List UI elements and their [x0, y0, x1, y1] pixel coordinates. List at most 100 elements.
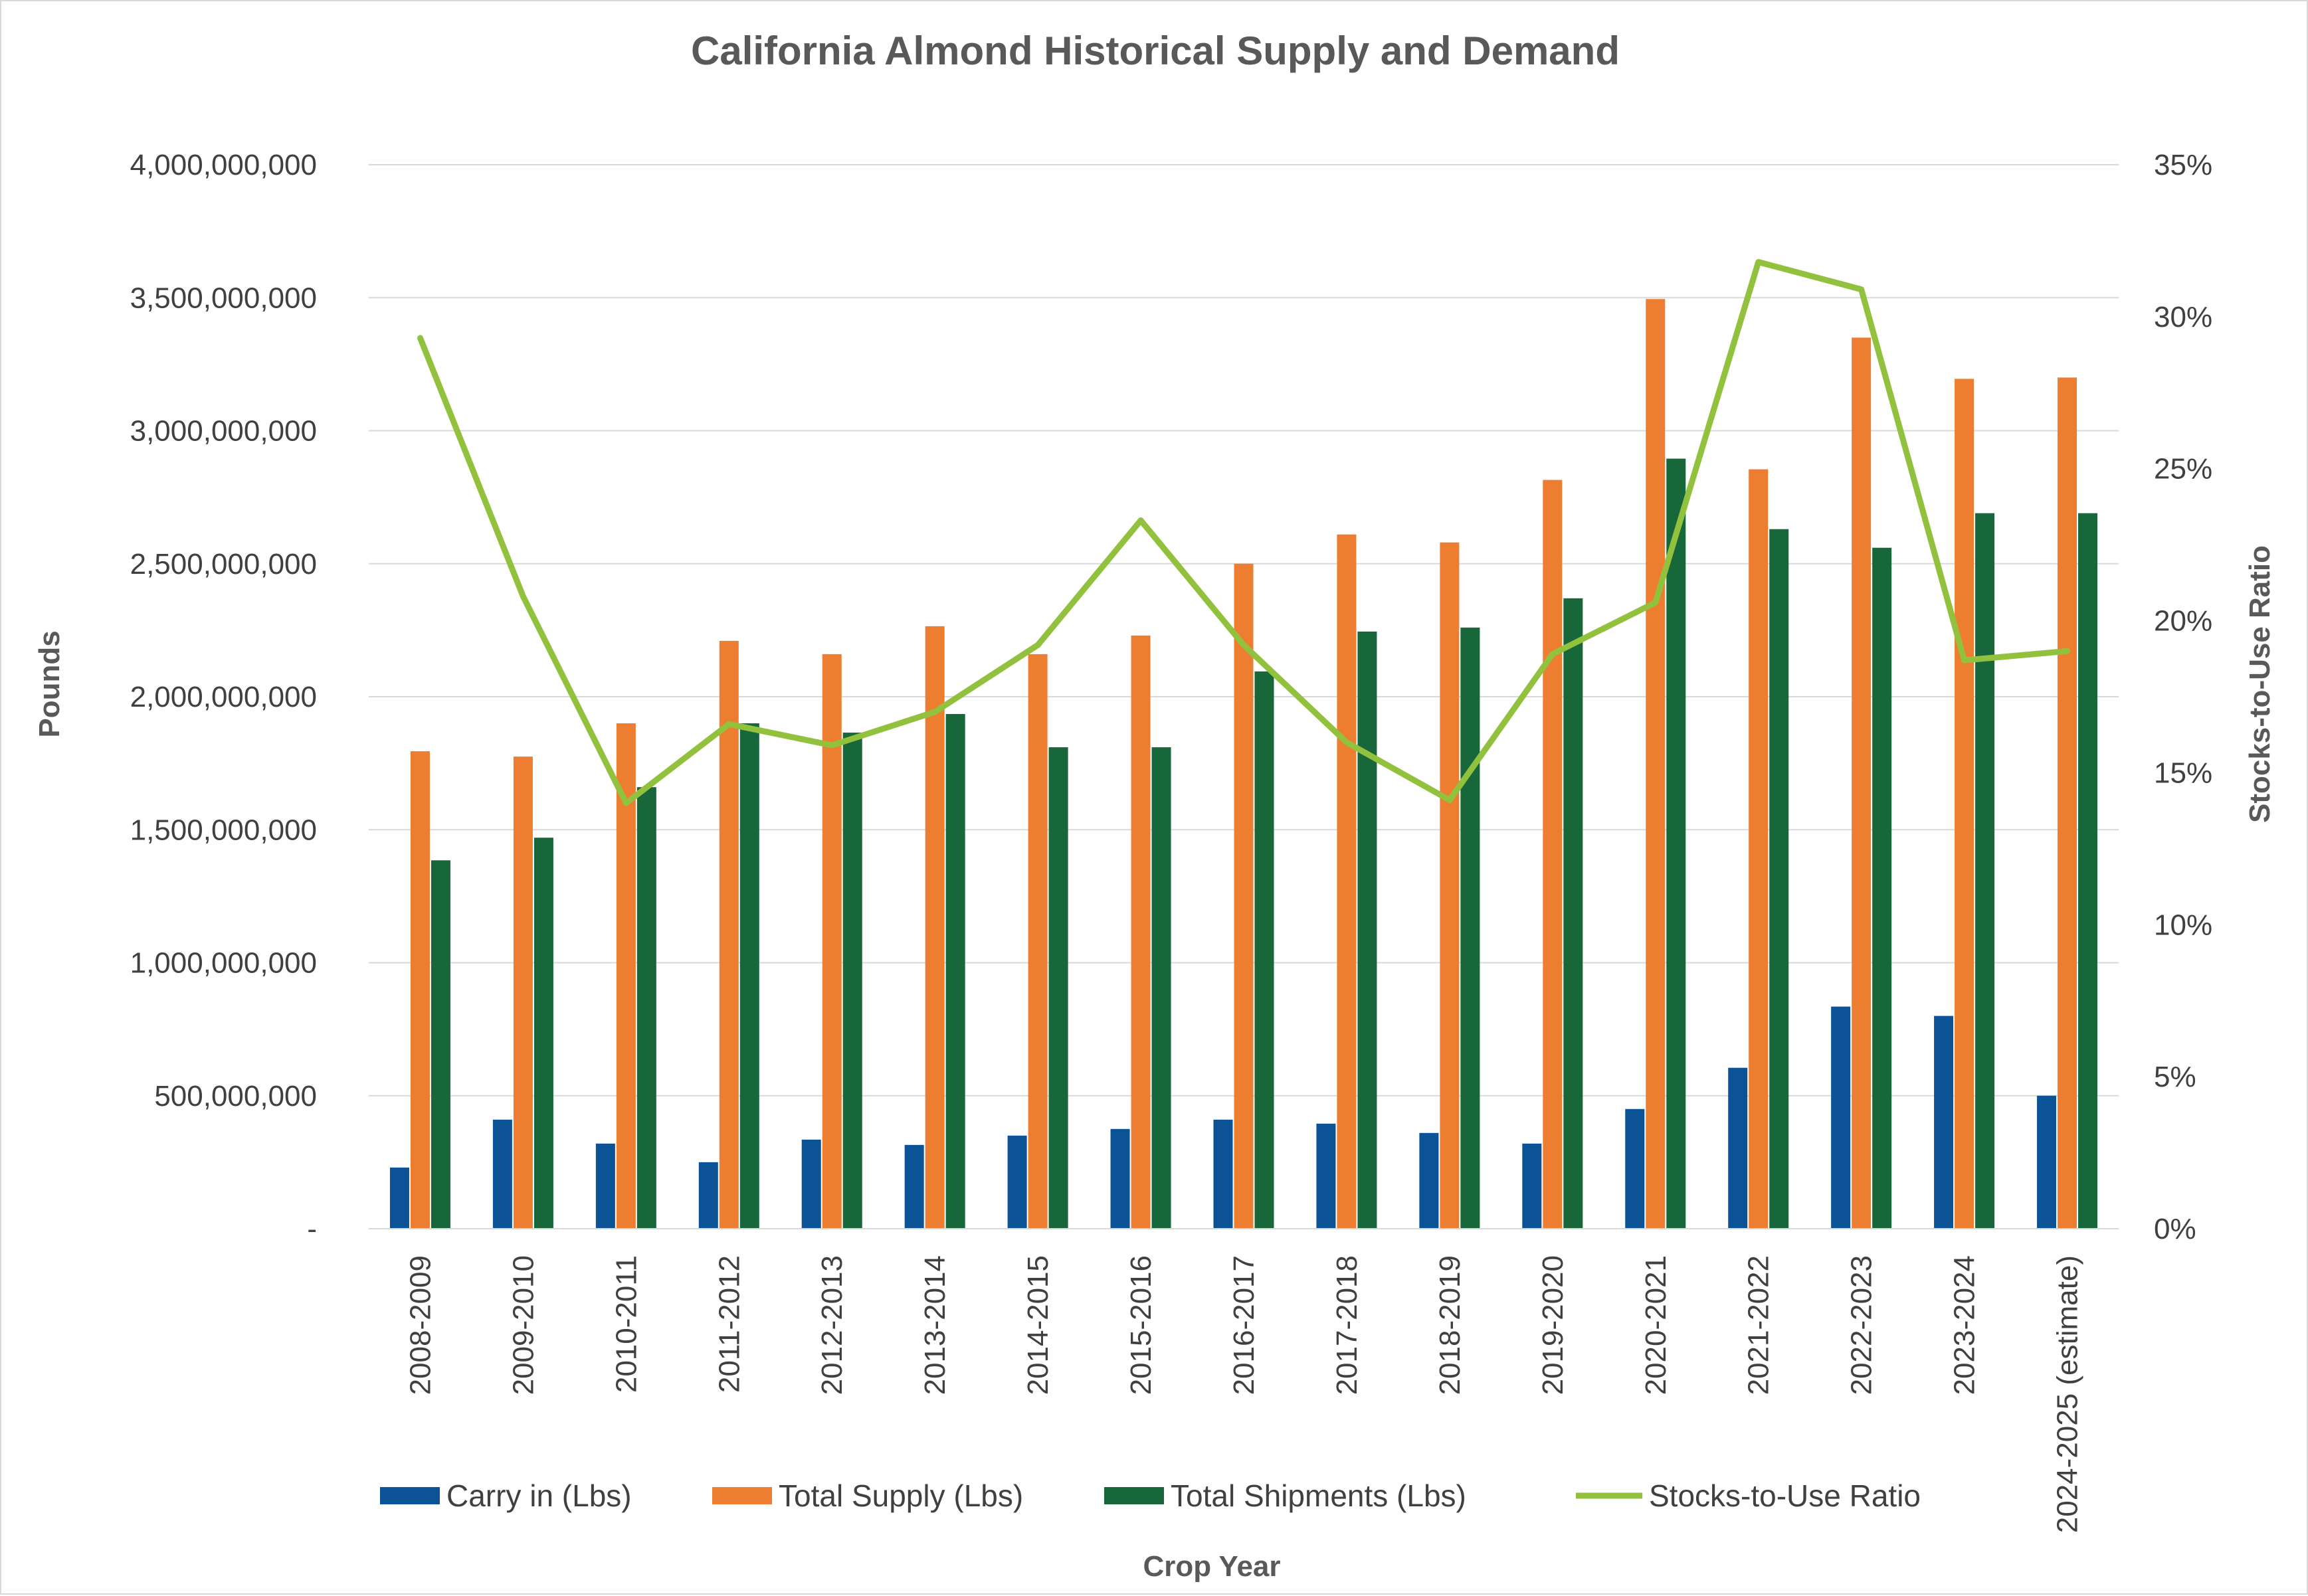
y-tick-label: 2,500,000,000 [130, 548, 317, 580]
x-tick-label: 2011-2012 [713, 1255, 745, 1393]
line-point [1655, 602, 1656, 603]
bar [2058, 377, 2077, 1229]
bar [1254, 671, 1274, 1229]
ratio-line-layer [417, 259, 2070, 806]
bar [1666, 458, 1686, 1229]
legend-label: Total Shipments (Lbs) [1171, 1478, 1466, 1513]
bar [636, 787, 656, 1229]
y2-tick-label: 15% [2154, 756, 2212, 789]
x-tick-label: 2009-2010 [507, 1255, 539, 1395]
x-tick-label: 2024-2025 (estimate) [2052, 1255, 2084, 1533]
bar [904, 1144, 924, 1229]
y-tick-label: 2,000,000,000 [130, 681, 317, 713]
bar [1440, 542, 1460, 1229]
x-axis-title: Crop Year [1143, 1550, 1280, 1583]
bar [1337, 534, 1357, 1229]
bar [1646, 299, 1666, 1229]
x-tick-label: 2022-2023 [1846, 1255, 1878, 1395]
y2-tick-label: 10% [2154, 909, 2212, 941]
bar [1749, 469, 1769, 1229]
x-tick-label: 2023-2024 [1949, 1255, 1981, 1395]
y2-tick-label: 0% [2154, 1213, 2196, 1245]
x-tick-label: 2013-2014 [919, 1255, 951, 1395]
bar [1934, 1016, 1954, 1229]
line-point [419, 337, 421, 339]
legend-label: Carry in (Lbs) [446, 1478, 632, 1513]
bar [925, 626, 945, 1229]
x-tick-label: 2020-2021 [1640, 1255, 1672, 1395]
x-tick-label: 2012-2013 [816, 1255, 848, 1395]
bar [1316, 1123, 1336, 1229]
bar [1728, 1067, 1748, 1229]
y-tick-label: 4,000,000,000 [130, 149, 317, 181]
bar [431, 860, 450, 1229]
bar [1131, 635, 1151, 1229]
y-tick-label: 500,000,000 [154, 1080, 317, 1112]
x-tick-label: 2019-2020 [1537, 1255, 1569, 1395]
bar [1625, 1108, 1645, 1229]
y2-tick-label: 30% [2154, 301, 2212, 333]
x-tick-label: 2018-2019 [1434, 1255, 1466, 1395]
y-tick-label: 1,000,000,000 [130, 947, 317, 980]
bar [1357, 631, 1377, 1229]
legend-swatch [1104, 1487, 1164, 1504]
chart-title: California Almond Historical Supply and … [691, 29, 1620, 73]
bar [1769, 529, 1789, 1229]
y-tick-label: 3,500,000,000 [130, 282, 317, 314]
legend-label: Total Supply (Lbs) [779, 1478, 1023, 1513]
bar [698, 1162, 718, 1229]
y2-axis-title: Stocks-to-Use Ratio [2244, 545, 2276, 823]
bar [945, 714, 965, 1229]
legend-label: Stocks-to-Use Ratio [1649, 1478, 1921, 1513]
bar [2078, 513, 2098, 1229]
bar [1563, 598, 1583, 1229]
bars [389, 299, 2098, 1229]
bar [1028, 654, 1048, 1229]
x-tick-label: 2010-2011 [610, 1255, 642, 1393]
bar [595, 1143, 615, 1229]
bar [822, 654, 842, 1229]
y-axis-title: Pounds [33, 630, 66, 737]
x-tick-label: 2017-2018 [1331, 1255, 1363, 1395]
bar [1460, 627, 1480, 1229]
bar [389, 1167, 409, 1229]
y-tick-label: 3,000,000,000 [130, 415, 317, 448]
y2-tick-label: 35% [2154, 149, 2212, 181]
y2-tick-label: 5% [2154, 1061, 2196, 1093]
x-tick-label: 2014-2015 [1022, 1255, 1054, 1395]
bar [533, 838, 553, 1229]
legend: Carry in (Lbs) Total Supply (Lbs) Total Sh… [380, 1478, 1921, 1513]
bar [1955, 379, 1974, 1229]
line-point [1346, 742, 1347, 743]
bar [1975, 513, 1995, 1229]
bar [1110, 1128, 1130, 1229]
bar [1543, 480, 1563, 1229]
bar [1522, 1143, 1542, 1229]
bar [1852, 337, 1872, 1229]
bar [410, 751, 430, 1229]
bar [513, 756, 533, 1229]
line-point [1861, 289, 1862, 290]
bar [1831, 1006, 1851, 1229]
legend-swatch [712, 1487, 772, 1504]
axes: - 500,000,000 1,000,000,000 1,500,000,000 2,… [130, 149, 2212, 1533]
bar [1048, 747, 1068, 1229]
x-tick-label: 2021-2022 [1743, 1255, 1775, 1395]
y-tick-label: - [307, 1213, 317, 1245]
bar [1419, 1132, 1439, 1229]
bar [492, 1119, 512, 1229]
bar [1234, 563, 1254, 1229]
x-tick-label: 2008-2009 [404, 1255, 436, 1395]
bar [2037, 1095, 2057, 1229]
bar [1007, 1135, 1027, 1229]
bar [1213, 1119, 1233, 1229]
bar [801, 1139, 821, 1229]
y2-tick-label: 20% [2154, 605, 2212, 638]
legend-swatch [380, 1487, 440, 1504]
bar [719, 640, 739, 1229]
bar [739, 723, 759, 1229]
y-tick-label: 1,500,000,000 [130, 814, 317, 846]
y2-tick-label: 25% [2154, 453, 2212, 486]
